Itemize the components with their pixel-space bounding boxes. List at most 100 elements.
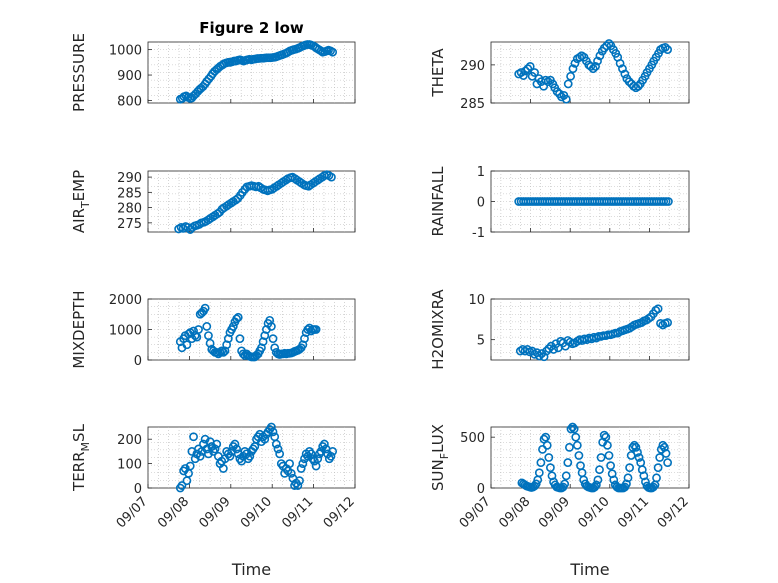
x-tick-label: 09/09: [536, 494, 573, 531]
data-point: [663, 45, 673, 55]
data-point: [185, 461, 195, 471]
data-point: [629, 440, 639, 450]
data-point: [563, 458, 573, 467]
data-point: [523, 345, 532, 354]
x-tick-label: 09/11: [279, 494, 316, 531]
data-point: [609, 475, 619, 485]
y-tick-label: 0: [477, 482, 485, 497]
data-point: [327, 172, 336, 182]
data-point: [660, 42, 670, 52]
y-tick-label: 900: [117, 69, 142, 84]
data-point: [591, 480, 601, 490]
y-tick-label: 10: [468, 293, 485, 308]
data-point: [232, 444, 241, 454]
x-tick-label: 09/11: [615, 494, 652, 531]
data-point: [210, 444, 220, 454]
data-point: [591, 62, 600, 71]
data-point: [603, 440, 612, 450]
data-point: [596, 453, 606, 462]
data-point: [190, 454, 200, 464]
data-point: [177, 481, 187, 490]
y-axis-label: AIRTEMP: [70, 170, 92, 233]
data-point: [200, 303, 210, 313]
data-point: [204, 449, 213, 459]
data-point: [182, 340, 192, 350]
subplot-6: 5 10 H2OMIXRA: [429, 289, 690, 370]
data-point: [231, 195, 241, 205]
data-point: [604, 451, 614, 460]
data-point: [620, 69, 630, 79]
data-point: [663, 318, 673, 327]
data-point: [568, 64, 578, 74]
data-point: [624, 77, 634, 87]
data-point: [586, 62, 596, 71]
x-tick-label: 09/09: [197, 494, 234, 531]
data-point: [590, 482, 600, 492]
y-axis-label: RAINFALL: [429, 166, 447, 237]
data-point: [628, 442, 638, 452]
y-axis-label: PRESSURE: [70, 33, 88, 112]
data-point: [566, 424, 576, 434]
data-point: [286, 468, 296, 478]
data-point: [536, 458, 546, 467]
data-point: [275, 449, 285, 459]
data-point: [202, 322, 212, 331]
data-point: [631, 442, 641, 452]
y-tick-label: 285: [117, 186, 142, 201]
x-tick-label: 09/08: [155, 494, 192, 531]
data-point: [245, 451, 255, 461]
data-point: [664, 197, 673, 206]
y-tick-label: 2000: [109, 293, 142, 308]
data-point: [268, 427, 278, 437]
data-point: [218, 347, 228, 357]
data-point: [326, 451, 336, 461]
data-point: [523, 64, 533, 74]
y-tick-label: 100: [117, 458, 142, 473]
data-point: [570, 58, 580, 68]
data-point: [311, 325, 321, 334]
data-point: [225, 451, 235, 461]
data-point: [268, 334, 278, 344]
data-point: [313, 454, 323, 464]
data-point: [604, 39, 614, 48]
data-point: [542, 440, 552, 450]
x-tick-label: 09/10: [238, 494, 275, 531]
data-point: [306, 449, 316, 459]
y-tick-label: 0: [134, 482, 142, 497]
y-tick-label: 1: [477, 165, 485, 180]
data-point: [661, 449, 671, 458]
y-tick-label: 800: [117, 94, 142, 109]
data-point: [228, 322, 238, 331]
data-point: [525, 62, 535, 71]
y-tick-label: 290: [117, 171, 142, 186]
y-tick-label: 200: [117, 433, 142, 448]
data-point: [285, 459, 294, 468]
data-point: [653, 463, 663, 473]
data-point: [601, 432, 611, 442]
data-point: [218, 464, 228, 473]
data-point: [625, 463, 634, 473]
y-axis-label: SUNFLUX: [429, 424, 451, 491]
data-point: [189, 432, 198, 442]
data-point: [633, 448, 642, 457]
x-tick-label: 09/12: [655, 494, 692, 531]
data-point: [217, 346, 227, 356]
data-point: [648, 482, 658, 492]
data-point: [634, 453, 644, 462]
data-point: [230, 439, 240, 449]
y-axis-label: THETA: [429, 48, 447, 98]
data-point: [569, 424, 579, 434]
subplot-2: 285 290 THETA: [429, 39, 690, 112]
data-point: [213, 209, 222, 219]
y-tick-label: 275: [117, 217, 142, 232]
data-point: [560, 479, 570, 489]
data-point: [653, 304, 663, 314]
y-tick-label: 280: [117, 202, 142, 217]
data-point: [663, 458, 673, 467]
data-point: [521, 66, 530, 76]
data-point: [571, 432, 581, 442]
y-tick-label: 290: [460, 59, 485, 74]
y-tick-label: 0: [477, 196, 485, 211]
